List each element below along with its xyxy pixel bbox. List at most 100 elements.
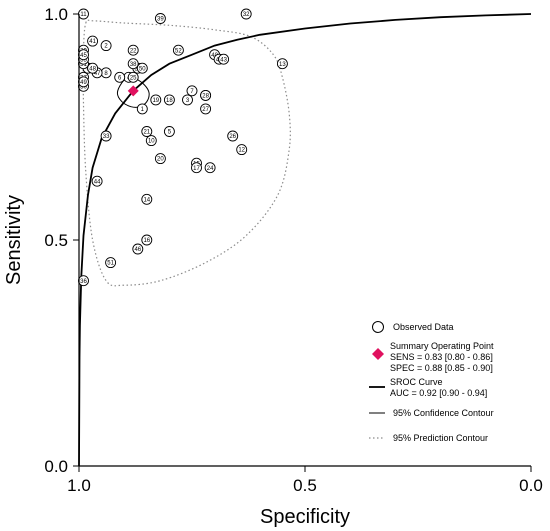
observed-point-marker bbox=[154, 153, 166, 165]
observed-point-label: 36 bbox=[80, 279, 87, 285]
x-axis-title: Specificity bbox=[260, 506, 350, 528]
observed-point-marker bbox=[191, 162, 202, 174]
observed-point: 33 bbox=[100, 130, 112, 142]
observed-point-marker bbox=[100, 130, 112, 142]
observed-point-label: 24 bbox=[207, 166, 214, 172]
observed-point-label: 38 bbox=[130, 62, 137, 68]
observed-point-label: 18 bbox=[166, 98, 173, 104]
legend-spec-label: SPEC = 0.88 [0.85 - 0.90] bbox=[390, 363, 493, 373]
observed-point-label: 50 bbox=[139, 66, 146, 72]
observed-point-label: 11 bbox=[80, 12, 87, 18]
observed-point-marker bbox=[100, 40, 112, 52]
observed-point: 39 bbox=[154, 13, 166, 24]
observed-point-label: 25 bbox=[130, 75, 137, 81]
observed-point-marker bbox=[150, 94, 162, 106]
observed-point-marker bbox=[132, 243, 144, 255]
observed-point: 43 bbox=[218, 53, 230, 65]
observed-point: 5 bbox=[163, 126, 175, 137]
observed-point: 14 bbox=[141, 193, 153, 205]
observed-point-label: 5 bbox=[168, 130, 172, 136]
observed-point-marker bbox=[200, 89, 212, 101]
observed-point: 13 bbox=[276, 58, 288, 70]
observed-point-marker bbox=[105, 257, 117, 269]
observed-point-label: 20 bbox=[157, 157, 164, 163]
observed-point-label: 47 bbox=[94, 71, 101, 77]
observed-point-marker bbox=[227, 130, 239, 142]
observed-point-label: 44 bbox=[94, 179, 101, 185]
observed-point: 25 bbox=[127, 71, 139, 83]
observed-point-label: 8 bbox=[104, 71, 108, 77]
x-tick-label: 0.5 bbox=[293, 476, 317, 495]
observed-point-marker bbox=[136, 62, 148, 74]
observed-point: 48 bbox=[87, 62, 99, 74]
observed-point-marker bbox=[186, 85, 198, 97]
observed-point-marker bbox=[145, 135, 157, 147]
observed-point: 20 bbox=[154, 153, 166, 165]
observed-point-label: 27 bbox=[202, 107, 209, 113]
observed-point: 16 bbox=[141, 234, 153, 246]
observed-point-marker bbox=[154, 13, 166, 24]
observed-point: 19 bbox=[150, 94, 162, 106]
summary-operating-point bbox=[127, 85, 139, 97]
observed-point: 8 bbox=[100, 67, 112, 79]
observed-point: 22 bbox=[127, 44, 139, 56]
observed-point-marker bbox=[182, 94, 193, 106]
legend-auc-label: AUC = 0.92 [0.90 - 0.94] bbox=[390, 388, 487, 398]
observed-point: 49 bbox=[78, 76, 89, 88]
observed-point: 6 bbox=[114, 71, 126, 83]
axes: 0.0 0.5 1.0 1.0 0.5 0.0 Specificity Sens… bbox=[3, 5, 543, 528]
observed-point-marker bbox=[87, 35, 99, 47]
observed-point-label: 19 bbox=[152, 98, 159, 104]
observed-point-label: 2 bbox=[104, 44, 108, 50]
observed-point-marker bbox=[172, 44, 184, 56]
observed-point-marker bbox=[91, 175, 103, 187]
observed-point: 28 bbox=[200, 89, 212, 101]
observed-point: 27 bbox=[200, 103, 212, 115]
observed-point-label: 13 bbox=[279, 62, 286, 68]
legend-summary-label: Summary Operating Point bbox=[390, 341, 494, 351]
observed-point-marker bbox=[127, 71, 139, 83]
legend-confidence-label: 95% Confidence Contour bbox=[393, 408, 494, 418]
observed-point: 36 bbox=[78, 275, 89, 287]
observed-point-label: 26 bbox=[229, 134, 236, 140]
observed-point-marker bbox=[127, 44, 139, 56]
y-tick-label: 1.0 bbox=[44, 5, 68, 24]
x-tick-label: 0.0 bbox=[519, 476, 543, 495]
observed-point: 44 bbox=[91, 175, 103, 187]
observed-point: 7 bbox=[186, 85, 198, 97]
legend-sens-label: SENS = 0.83 [0.80 - 0.86] bbox=[390, 352, 493, 362]
observed-point-marker bbox=[236, 144, 248, 156]
observed-point-label: 1 bbox=[141, 107, 145, 113]
observed-point-label: 43 bbox=[220, 57, 227, 63]
x-tick-label: 1.0 bbox=[67, 476, 91, 495]
y-axis-title: Sensitivity bbox=[3, 195, 25, 285]
observed-point-label: 51 bbox=[107, 261, 114, 267]
observed-point-label: 28 bbox=[202, 94, 209, 100]
observed-point: 32 bbox=[240, 8, 252, 20]
summary-layer bbox=[127, 85, 139, 97]
legend-summary-symbol bbox=[372, 348, 384, 360]
y-tick-label: 0.0 bbox=[44, 457, 68, 476]
observed-point-label: 31 bbox=[80, 62, 87, 68]
observed-point-marker bbox=[136, 103, 148, 115]
observed-point-label: 12 bbox=[238, 148, 245, 154]
observed-point: 46 bbox=[132, 243, 144, 255]
observed-point-label: 32 bbox=[243, 12, 250, 18]
observed-point-label: 16 bbox=[143, 238, 150, 244]
observed-point-marker bbox=[163, 94, 175, 106]
observed-point: 2 bbox=[100, 40, 112, 52]
observed-point-label: 33 bbox=[103, 134, 110, 140]
observed-point-marker bbox=[141, 234, 153, 246]
observed-point: 3 bbox=[182, 94, 193, 106]
observed-point-label: 7 bbox=[190, 89, 194, 95]
observed-point-label: 46 bbox=[134, 247, 141, 253]
observed-point: 1 bbox=[136, 103, 148, 115]
observed-point-marker bbox=[87, 62, 99, 74]
observed-point-label: 10 bbox=[148, 139, 155, 145]
observed-point-marker bbox=[163, 126, 175, 137]
observed-point-marker bbox=[114, 71, 126, 83]
observed-point-label: 45 bbox=[80, 53, 87, 59]
observed-point: 18 bbox=[163, 94, 175, 106]
observed-point-label: 17 bbox=[193, 166, 200, 172]
